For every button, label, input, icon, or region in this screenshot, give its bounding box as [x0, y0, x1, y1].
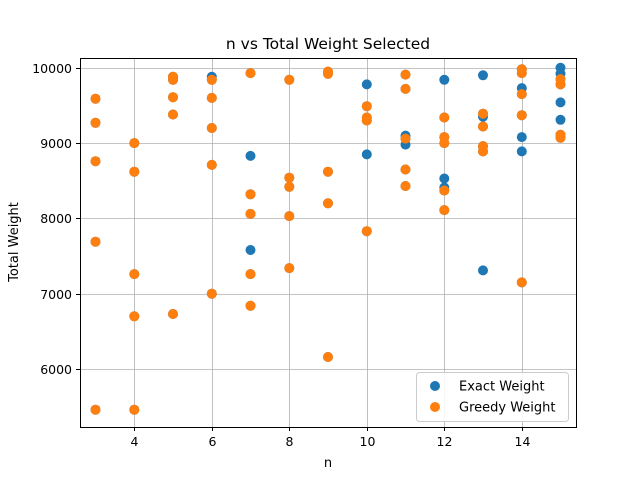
- data-point: [206, 288, 217, 299]
- data-points: [90, 62, 566, 415]
- data-point: [439, 173, 450, 184]
- data-point: [129, 311, 140, 322]
- data-point: [478, 108, 488, 119]
- data-point: [516, 146, 527, 157]
- data-point: [245, 300, 256, 311]
- data-point: [206, 159, 217, 170]
- data-point: [245, 245, 256, 255]
- data-point: [129, 166, 140, 177]
- data-point: [284, 211, 295, 222]
- data-point: [245, 189, 256, 200]
- data-point: [478, 141, 488, 152]
- data-point: [90, 117, 101, 128]
- chart-title: n vs Total Weight Selected: [226, 35, 430, 53]
- data-point: [206, 123, 217, 133]
- data-point: [90, 93, 101, 104]
- legend-marker-exact: [430, 381, 440, 391]
- data-point: [400, 69, 411, 80]
- data-point: [245, 150, 256, 161]
- data-point: [323, 166, 333, 177]
- data-point: [439, 112, 450, 123]
- data-point: [129, 138, 140, 149]
- data-point: [168, 109, 178, 120]
- plot-frame: [80, 58, 577, 428]
- data-point: [284, 181, 295, 192]
- data-point: [555, 129, 566, 140]
- x-axis-title: n: [324, 456, 332, 471]
- legend-label-greedy: Greedy Weight: [459, 401, 556, 416]
- data-point: [129, 269, 140, 280]
- data-point: [129, 404, 140, 415]
- data-point: [206, 92, 217, 103]
- x-tick-label: 12: [437, 434, 453, 449]
- data-point: [478, 121, 488, 132]
- data-point: [245, 68, 256, 79]
- data-point: [516, 277, 527, 288]
- data-point: [516, 64, 527, 75]
- data-point: [361, 226, 372, 237]
- data-point: [284, 263, 295, 274]
- data-point: [284, 74, 295, 85]
- data-point: [439, 205, 450, 216]
- legend: Exact Weight Greedy Weight: [416, 372, 569, 422]
- data-point: [206, 74, 217, 85]
- data-point: [323, 66, 333, 77]
- data-point: [478, 265, 488, 276]
- y-axis-title: Total Weight: [7, 202, 22, 283]
- data-point: [516, 132, 527, 143]
- data-point: [400, 164, 411, 175]
- data-point: [284, 172, 295, 183]
- data-point: [478, 70, 488, 81]
- data-point: [323, 198, 333, 209]
- y-tick-label: 6000: [40, 362, 72, 377]
- data-point: [400, 181, 411, 191]
- data-point: [516, 110, 527, 121]
- y-tick-label: 8000: [40, 211, 72, 226]
- data-point: [400, 133, 411, 144]
- data-point: [555, 62, 566, 73]
- data-point: [361, 149, 372, 160]
- data-point: [168, 92, 178, 103]
- x-tick-label: 14: [515, 434, 531, 449]
- x-tick-label: 4: [131, 434, 139, 449]
- data-point: [555, 114, 566, 125]
- data-point: [439, 74, 450, 85]
- data-point: [90, 236, 101, 247]
- data-point: [245, 269, 256, 280]
- legend-label-exact: Exact Weight: [459, 380, 545, 395]
- legend-box: [416, 372, 569, 422]
- data-point: [90, 404, 101, 415]
- data-point: [90, 156, 101, 167]
- data-point: [245, 208, 256, 219]
- y-tick-label: 10000: [32, 61, 72, 76]
- data-point: [400, 83, 411, 94]
- x-tick-label: 8: [286, 434, 294, 449]
- axis-ticks: 4 6 8 10 12 14 6000 7000 8000 9000 10000: [32, 61, 530, 449]
- data-point: [439, 185, 450, 196]
- data-point: [361, 112, 372, 123]
- plot-area: [80, 58, 576, 427]
- data-point: [516, 89, 527, 100]
- legend-marker-greedy: [430, 402, 440, 412]
- data-point: [323, 352, 333, 362]
- data-point: [555, 74, 566, 85]
- data-point: [361, 101, 372, 112]
- data-point: [361, 79, 372, 90]
- data-point: [555, 97, 566, 108]
- x-tick-label: 10: [360, 434, 376, 449]
- data-point: [168, 71, 178, 82]
- x-tick-label: 6: [209, 434, 217, 449]
- y-tick-label: 9000: [40, 136, 72, 151]
- y-tick-label: 7000: [40, 287, 72, 302]
- data-point: [439, 132, 450, 143]
- series-greedy-weight: [90, 64, 566, 415]
- data-point: [168, 309, 178, 319]
